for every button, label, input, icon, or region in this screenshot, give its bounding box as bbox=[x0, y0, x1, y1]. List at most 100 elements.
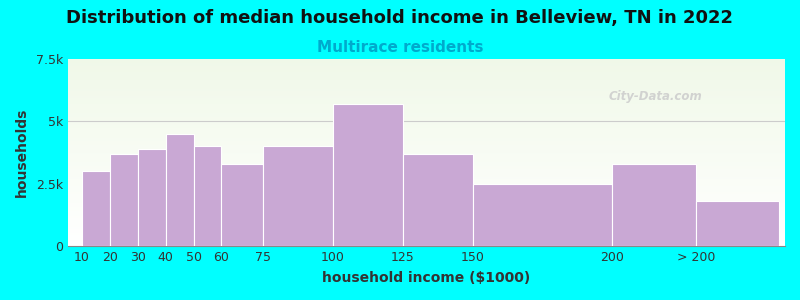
Bar bbox=[68, 151, 785, 153]
Bar bbox=[68, 200, 785, 201]
X-axis label: household income ($1000): household income ($1000) bbox=[322, 271, 530, 285]
Bar bbox=[473, 184, 612, 246]
Bar bbox=[68, 153, 785, 154]
Bar bbox=[68, 226, 785, 227]
Bar bbox=[68, 196, 785, 197]
Bar bbox=[68, 108, 785, 109]
Bar bbox=[68, 138, 785, 140]
Bar bbox=[68, 177, 785, 179]
Bar bbox=[68, 132, 785, 134]
Bar bbox=[68, 74, 785, 76]
Bar bbox=[68, 96, 785, 98]
Bar bbox=[68, 87, 785, 89]
Bar bbox=[68, 140, 785, 141]
Bar bbox=[68, 98, 785, 100]
Bar bbox=[68, 164, 785, 166]
Bar bbox=[68, 182, 785, 184]
Bar bbox=[68, 241, 785, 242]
Bar bbox=[68, 194, 785, 196]
Bar bbox=[68, 117, 785, 119]
Bar bbox=[68, 184, 785, 186]
Bar bbox=[68, 192, 785, 194]
Bar bbox=[68, 102, 785, 104]
Bar bbox=[68, 224, 785, 226]
Bar bbox=[68, 145, 785, 147]
Bar bbox=[68, 63, 785, 64]
Bar bbox=[68, 85, 785, 87]
Bar bbox=[68, 212, 785, 214]
Bar bbox=[68, 143, 785, 145]
Bar bbox=[403, 154, 473, 246]
Bar bbox=[68, 111, 785, 113]
Bar bbox=[68, 201, 785, 203]
Bar bbox=[263, 146, 333, 246]
Bar bbox=[68, 121, 785, 123]
Bar bbox=[110, 154, 138, 246]
Bar bbox=[68, 89, 785, 91]
Bar bbox=[68, 244, 785, 246]
Bar bbox=[68, 130, 785, 132]
Bar bbox=[166, 134, 194, 246]
Bar bbox=[68, 231, 785, 233]
Bar bbox=[68, 197, 785, 200]
Bar bbox=[68, 93, 785, 94]
Bar bbox=[696, 201, 779, 246]
Bar bbox=[68, 147, 785, 149]
Bar bbox=[68, 162, 785, 164]
Bar bbox=[68, 188, 785, 190]
Bar bbox=[68, 149, 785, 151]
Bar bbox=[68, 168, 785, 169]
Bar bbox=[68, 80, 785, 82]
Bar bbox=[68, 126, 785, 128]
Bar bbox=[68, 78, 785, 80]
Bar bbox=[68, 203, 785, 205]
Bar bbox=[612, 164, 696, 246]
Bar bbox=[68, 134, 785, 136]
Bar bbox=[68, 128, 785, 130]
Bar bbox=[68, 179, 785, 181]
Bar bbox=[68, 220, 785, 222]
Bar bbox=[68, 76, 785, 78]
Bar bbox=[68, 181, 785, 182]
Bar bbox=[68, 64, 785, 67]
Bar bbox=[68, 218, 785, 220]
Bar bbox=[68, 227, 785, 229]
Bar bbox=[68, 115, 785, 117]
Bar bbox=[68, 205, 785, 207]
Bar bbox=[68, 82, 785, 83]
Bar bbox=[68, 119, 785, 121]
Bar bbox=[68, 113, 785, 115]
Bar bbox=[68, 94, 785, 96]
Bar bbox=[68, 229, 785, 231]
Bar bbox=[222, 164, 263, 246]
Bar bbox=[68, 123, 785, 124]
Bar bbox=[68, 214, 785, 216]
Bar bbox=[68, 91, 785, 93]
Text: Multirace residents: Multirace residents bbox=[317, 40, 483, 56]
Bar bbox=[68, 239, 785, 241]
Bar bbox=[68, 136, 785, 138]
Bar bbox=[68, 72, 785, 74]
Bar bbox=[68, 61, 785, 63]
Bar bbox=[68, 106, 785, 108]
Bar bbox=[68, 156, 785, 158]
Text: Distribution of median household income in Belleview, TN in 2022: Distribution of median household income … bbox=[66, 9, 734, 27]
Bar bbox=[68, 171, 785, 173]
Y-axis label: households: households bbox=[15, 108, 29, 197]
Bar bbox=[68, 100, 785, 102]
Bar bbox=[68, 216, 785, 218]
Bar bbox=[138, 149, 166, 246]
Bar bbox=[68, 190, 785, 192]
Bar bbox=[68, 141, 785, 143]
Bar bbox=[68, 67, 785, 68]
Bar bbox=[68, 124, 785, 126]
Bar bbox=[333, 104, 403, 246]
Bar bbox=[68, 211, 785, 212]
Bar bbox=[68, 173, 785, 175]
Bar bbox=[68, 154, 785, 156]
Text: City-Data.com: City-Data.com bbox=[609, 90, 703, 103]
Bar bbox=[68, 235, 785, 237]
Bar bbox=[68, 242, 785, 244]
Bar bbox=[68, 68, 785, 70]
Bar bbox=[68, 169, 785, 171]
